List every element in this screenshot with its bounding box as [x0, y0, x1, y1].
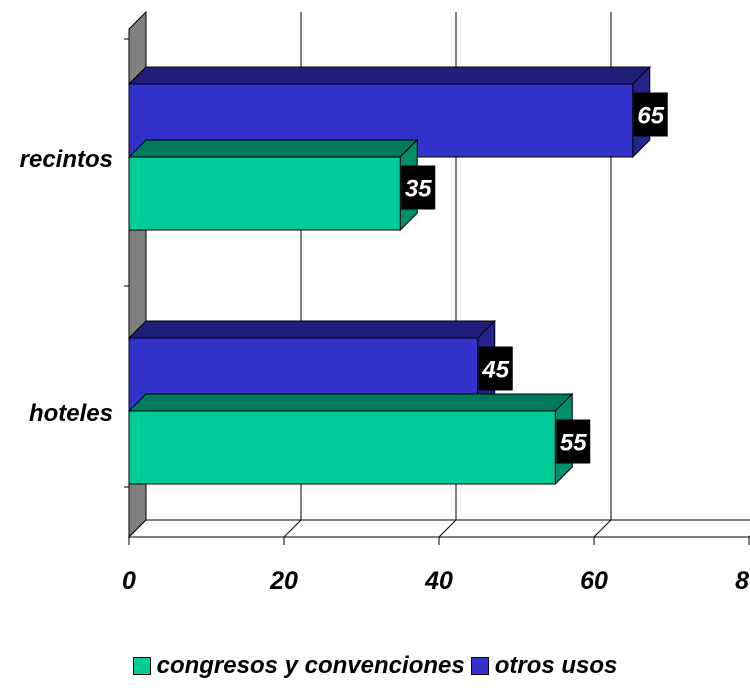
bar-top-face [127, 393, 574, 412]
bar-top-face [127, 139, 419, 158]
floor-gridline [438, 519, 457, 538]
category-label-recintos: recintos [20, 146, 113, 173]
category-label-hoteles: hoteles [29, 400, 113, 427]
x-tick-label: 20 [269, 567, 298, 595]
data-label-box [401, 165, 436, 210]
data-label-box [633, 92, 668, 137]
floor [127, 519, 750, 538]
legend-label-otros-usos: otros usos [494, 652, 618, 679]
legend-item-otros-usos: otros usos [470, 652, 618, 680]
x-tick-label: 40 [424, 567, 453, 595]
legend: congresos y convenciones otros usos [0, 652, 750, 680]
legend-label-congresos: congresos y convenciones [156, 652, 465, 679]
data-label-box [478, 346, 513, 391]
data-label: 35 [405, 176, 432, 203]
bar-top-face [127, 66, 651, 85]
x-tick-label: 60 [580, 567, 608, 595]
legend-swatch-congresos [132, 657, 151, 675]
bar-congresos-recintos [128, 156, 401, 231]
floor-gridline [283, 519, 302, 538]
bar-congresos-hoteles [128, 410, 556, 485]
floor-gridline [593, 519, 612, 538]
x-tick-label: 80 [735, 567, 750, 595]
data-label: 55 [560, 430, 587, 457]
data-label-box [556, 419, 591, 464]
bar-top-face [127, 320, 496, 339]
legend-swatch-otros-usos [470, 657, 489, 675]
labels: 0 20 40 60 80 65 35 recintos 45 55 hoteles [20, 92, 750, 595]
legend-item-congresos: congresos y convenciones [132, 652, 465, 680]
data-label: 45 [481, 357, 509, 384]
data-label: 65 [637, 103, 664, 130]
x-tick-label: 0 [122, 567, 136, 595]
